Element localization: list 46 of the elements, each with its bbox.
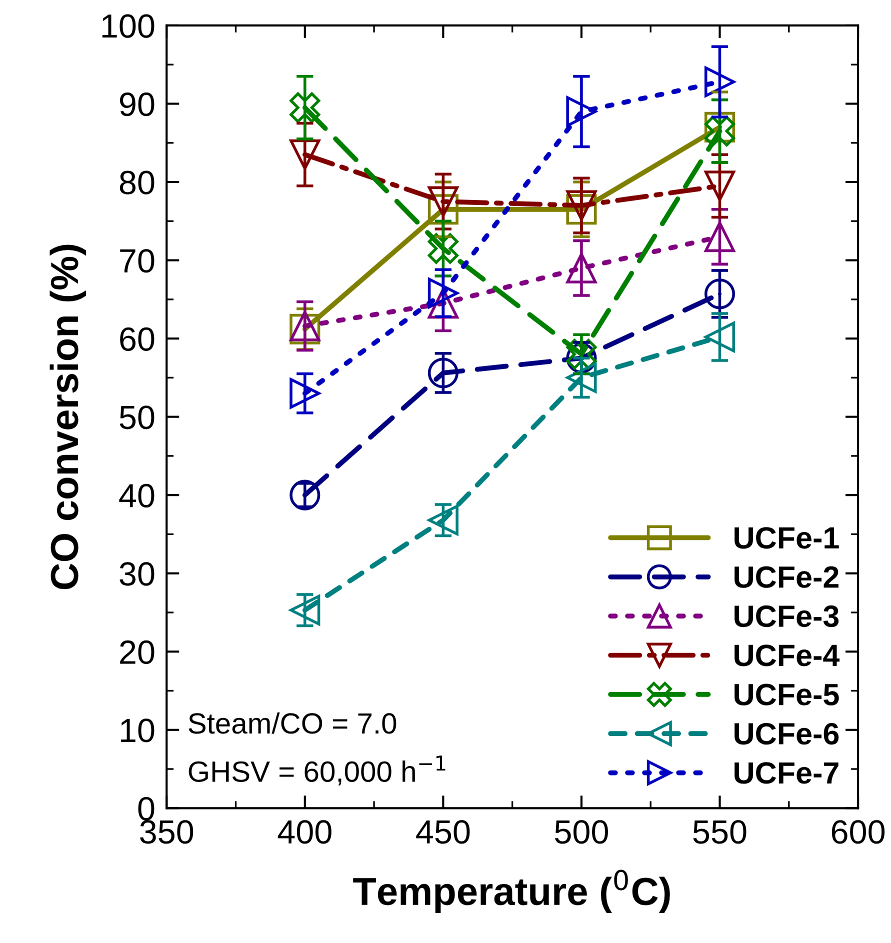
point xyxy=(428,233,458,264)
point xyxy=(428,278,458,308)
x-tick-label: 400 xyxy=(278,820,332,844)
y-tick-label: 100 xyxy=(102,14,154,38)
point xyxy=(290,92,320,123)
point xyxy=(428,504,458,536)
y-tick-label: 70 xyxy=(120,249,154,273)
x-tick-label: 500 xyxy=(554,820,608,844)
legend-label: UCFe-1 xyxy=(734,527,839,549)
y-tick-label: 30 xyxy=(120,562,154,586)
point xyxy=(704,170,736,202)
point xyxy=(704,222,736,252)
y-tick-label: 60 xyxy=(120,327,154,351)
y-tick-label: 80 xyxy=(120,170,154,194)
legend-label: UCFe-3 xyxy=(734,605,839,628)
x-tick-label: 600 xyxy=(832,820,885,844)
legend-label: UCFe-4 xyxy=(734,644,840,666)
point xyxy=(566,362,597,393)
y-tick-label: 50 xyxy=(120,406,154,430)
legend-label: UCFe-7 xyxy=(734,762,838,784)
x-tick-label: 350 xyxy=(140,820,194,844)
x-tick-label: 450 xyxy=(416,820,470,844)
annotation: Steam/CO = 7.0 xyxy=(188,712,396,734)
point xyxy=(704,66,736,98)
point xyxy=(566,252,597,284)
y-tick-label: 10 xyxy=(120,718,154,742)
annotation: GHSV = 60,000 h$^{−1}$ xyxy=(188,756,446,786)
legend-label: UCFe-2 xyxy=(734,566,838,588)
x-axis-title: Temperature ($^{0}$C) xyxy=(353,870,670,913)
y-tick-label: 90 xyxy=(120,92,154,116)
point xyxy=(704,322,736,352)
legend-label: UCFe-6 xyxy=(734,722,839,745)
point xyxy=(290,594,320,626)
legend-label: UCFe-5 xyxy=(734,684,839,706)
point xyxy=(704,278,736,310)
point xyxy=(566,96,597,127)
y-tick-label: 40 xyxy=(119,484,154,508)
point xyxy=(428,186,458,217)
y-tick-label: 20 xyxy=(120,640,154,664)
y-tick-label: 0 xyxy=(138,796,154,821)
x-tick-label: 550 xyxy=(693,820,746,844)
point xyxy=(428,358,458,388)
point xyxy=(290,139,320,170)
point xyxy=(290,378,320,409)
y-axis-title: CO conversion (%) xyxy=(50,244,86,590)
point xyxy=(290,480,320,510)
